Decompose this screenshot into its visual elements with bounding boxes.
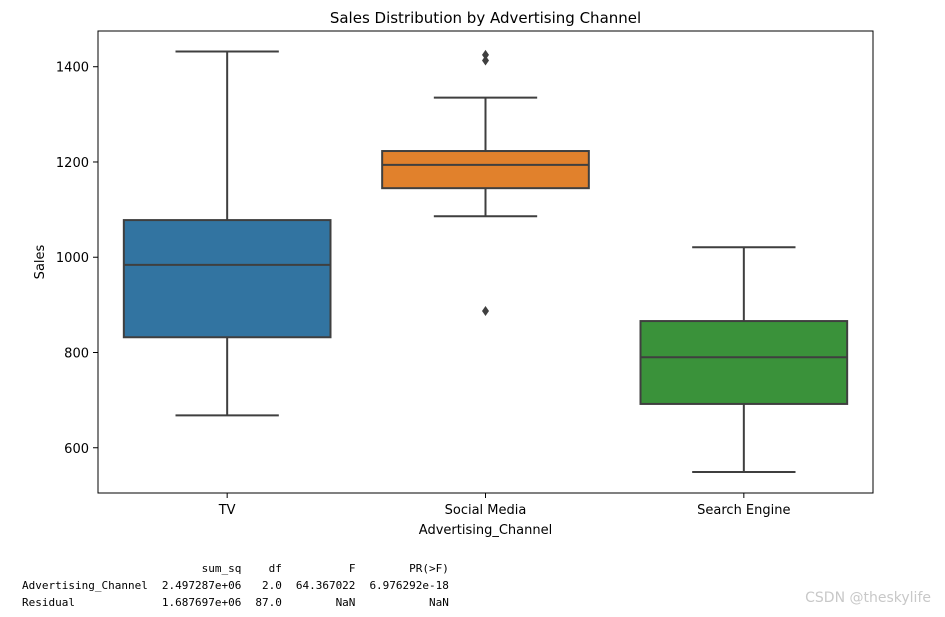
- y-tick-label: 600: [64, 442, 89, 457]
- anova-corner: [22, 560, 148, 577]
- anova-row: Residual 1.687697e+06 87.0 NaN NaN: [22, 594, 449, 611]
- anova-col-header: df: [268, 562, 282, 575]
- anova-col-header: PR(>F): [409, 562, 449, 575]
- anova-col-header: sum_sq: [201, 562, 242, 575]
- anova-header-row: sum_sq df F PR(>F): [22, 560, 449, 577]
- y-tick-label: 1000: [56, 251, 89, 266]
- y-tick-label: 800: [64, 346, 89, 361]
- y-axis-label: Sales: [33, 244, 48, 279]
- plot-frame: [97, 30, 874, 494]
- anova-cell: 6.976292e-18: [369, 579, 449, 592]
- anova-cell: 2.0: [261, 579, 282, 592]
- anova-cell: 64.367022: [295, 579, 356, 592]
- anova-cell: NaN: [429, 596, 449, 609]
- anova-cell: 1.687697e+06: [161, 596, 242, 609]
- anova-row-name: Advertising_Channel: [22, 579, 148, 592]
- box-social-media: [381, 150, 590, 190]
- outlier-point: [482, 49, 489, 60]
- anova-cell: 87.0: [255, 596, 282, 609]
- anova-cell: NaN: [335, 596, 356, 609]
- boxplot-chart: Sales Distribution by Advertising Channe…: [33, 9, 874, 538]
- x-tick-label: Social Media: [445, 503, 527, 518]
- watermark: CSDN @theskylife: [805, 590, 931, 606]
- y-tick-label: 1200: [56, 156, 89, 171]
- anova-col-header: F: [348, 562, 356, 575]
- anova-cell: 2.497287e+06: [161, 579, 242, 592]
- box-tv: [122, 219, 332, 339]
- x-tick-label: TV: [218, 503, 236, 518]
- outlier-point: [482, 306, 489, 317]
- y-tick-label: 1400: [56, 61, 89, 76]
- anova-row-name: Residual: [22, 596, 75, 609]
- anova-table: sum_sq df F PR(>F) Advertising_Channel 2…: [22, 560, 449, 611]
- outlier-point: [482, 55, 489, 66]
- x-tick-label: Search Engine: [697, 503, 790, 518]
- box-search-engine: [639, 320, 849, 405]
- anova-row: Advertising_Channel 2.497287e+06 2.0 64.…: [22, 577, 449, 594]
- x-axis-label: Advertising_Channel: [419, 523, 552, 538]
- chart-title: Sales Distribution by Advertising Channe…: [330, 9, 641, 27]
